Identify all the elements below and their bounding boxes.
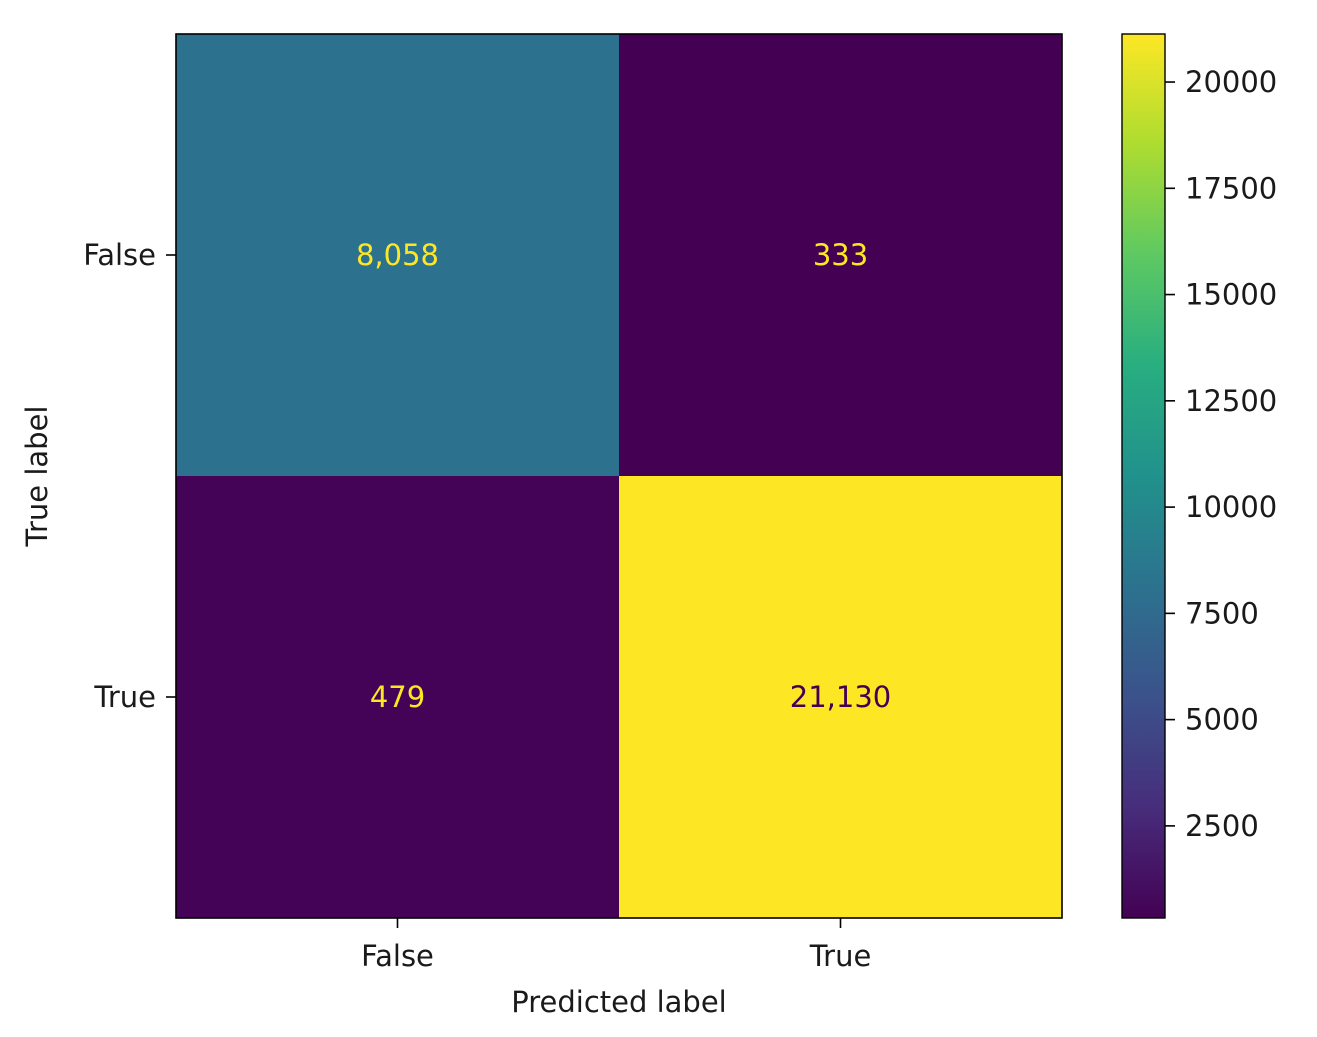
matrix-cell-1-1 xyxy=(619,476,1062,918)
colorbar-tick-label-20000: 20000 xyxy=(1185,65,1277,99)
cell-value-1-1: 21,130 xyxy=(790,680,891,714)
matrix-cells: 8,058 333 479 21,130 xyxy=(176,34,1062,918)
x-tick-label-false: False xyxy=(361,939,434,973)
matrix-cell-0-1 xyxy=(619,34,1062,476)
colorbar-tick-label-15000: 15000 xyxy=(1185,278,1277,312)
y-axis-ticks: False True xyxy=(83,238,176,714)
colorbar-tick-label-7500: 7500 xyxy=(1185,596,1259,630)
cell-value-0-0: 8,058 xyxy=(356,238,439,272)
matrix-cell-0-0 xyxy=(176,34,619,476)
plot-frame xyxy=(175,33,1063,919)
colorbar-tick-label-10000: 10000 xyxy=(1185,490,1277,524)
cell-value-1-0: 479 xyxy=(370,680,425,714)
matrix-cell-1-0 xyxy=(176,476,619,918)
colorbar-tick-label-5000: 5000 xyxy=(1185,703,1259,737)
y-tick-label-false: False xyxy=(83,238,156,272)
x-axis-ticks: False True xyxy=(361,918,871,973)
colorbar xyxy=(1121,33,1166,919)
y-tick-label-true: True xyxy=(93,680,156,714)
x-tick-label-true: True xyxy=(809,939,872,973)
colorbar-tick-label-17500: 17500 xyxy=(1185,171,1277,205)
colorbar-ticks: 2500 5000 7500 10000 12500 15000 17500 20000 xyxy=(1165,65,1277,843)
cell-value-0-1: 333 xyxy=(813,238,868,272)
colorbar-tick-label-2500: 2500 xyxy=(1185,809,1259,843)
colorbar-tick-label-12500: 12500 xyxy=(1185,384,1277,418)
x-axis-label: Predicted label xyxy=(511,985,727,1019)
y-axis-label: True label xyxy=(20,406,54,548)
